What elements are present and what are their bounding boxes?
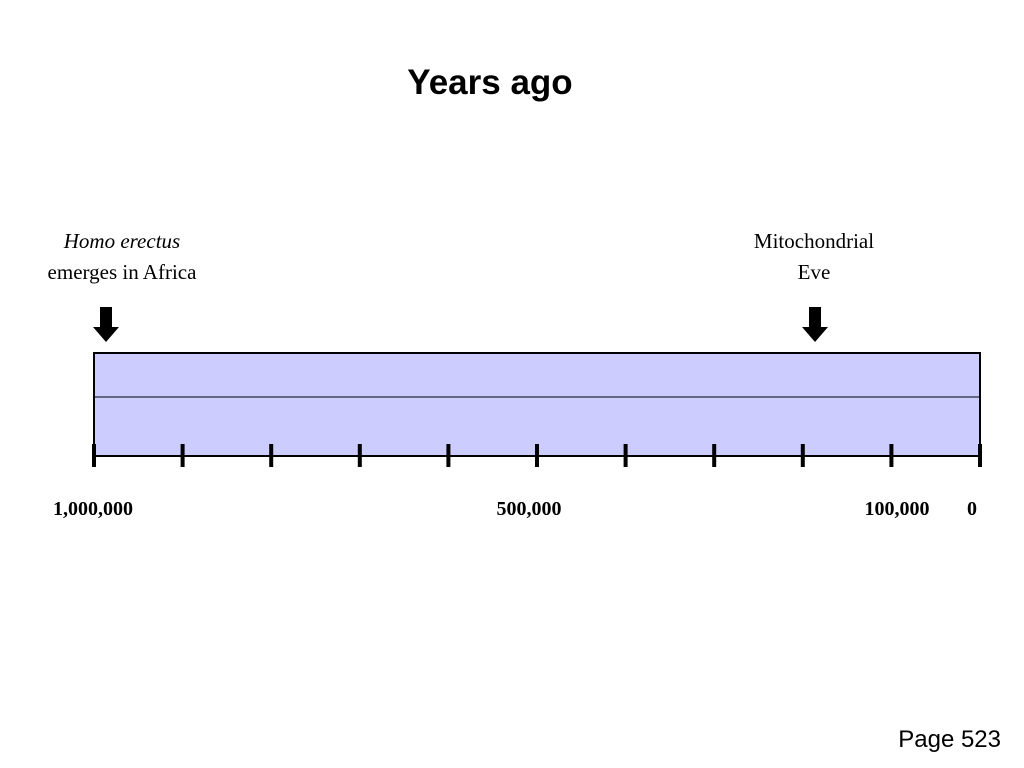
event-label: Mitochondrial	[754, 229, 874, 253]
ticks	[92, 444, 982, 467]
arrow	[802, 307, 828, 342]
arrow	[93, 307, 119, 342]
axis-label: 0	[967, 498, 977, 520]
event-label: Eve	[798, 260, 831, 284]
title: Years ago	[407, 63, 572, 102]
event-label: emerges in Africa	[48, 260, 198, 284]
axis-label: 100,000	[865, 498, 930, 520]
page-number: Page 523	[898, 726, 1001, 753]
axis-label: 500,000	[497, 498, 562, 520]
timeline-bar	[93, 352, 981, 457]
axis-label: 1,000,000	[53, 498, 133, 520]
event-label: Homo erectus	[63, 229, 180, 253]
